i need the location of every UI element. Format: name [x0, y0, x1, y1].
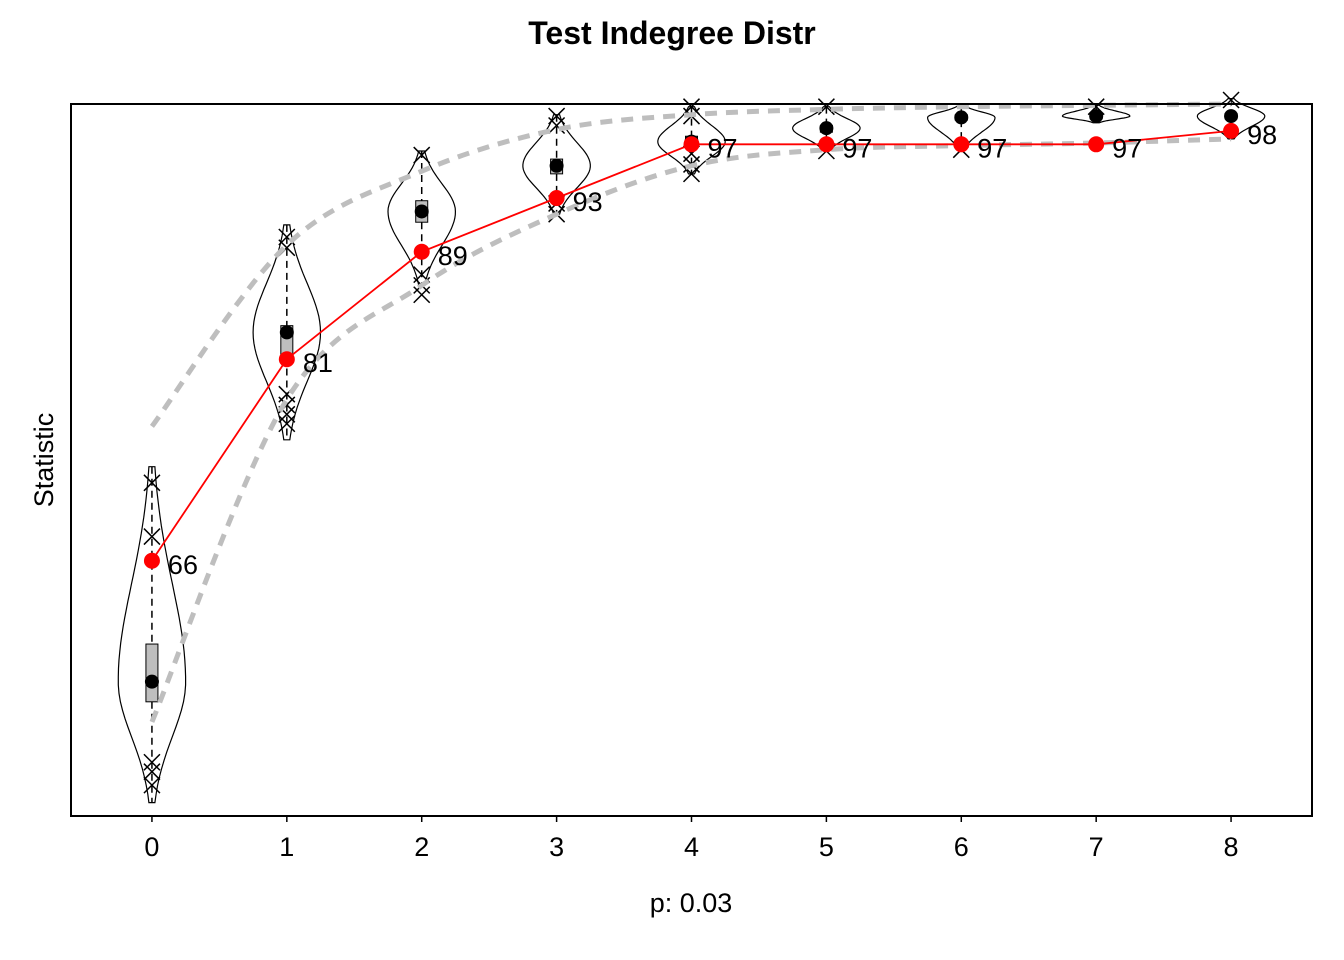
violin-5: [792, 106, 861, 152]
observed-point-4: [683, 136, 700, 153]
median-point-1: [279, 325, 294, 340]
x-tick-label-1: 1: [279, 832, 294, 862]
outlier-2-0: [413, 286, 431, 304]
data-label-6: 97: [977, 133, 1007, 163]
violin-8: [1196, 97, 1266, 140]
x-tick-label-7: 7: [1089, 832, 1104, 862]
plot-area: 66 81 89 93 97 97 97 97 98: [117, 91, 1277, 804]
median-point-3: [549, 158, 564, 173]
outlier-stroke: [682, 165, 701, 183]
x-tick-label-8: 8: [1224, 832, 1239, 862]
outlier-stroke: [278, 228, 296, 246]
outlier-stroke: [143, 474, 161, 492]
data-label-1: 81: [303, 348, 333, 378]
observed-point-1: [278, 351, 295, 368]
outlier-8-0: [1222, 91, 1240, 109]
outlier-stroke: [278, 405, 296, 423]
outlier-2-3: [413, 146, 431, 164]
violin-1: [252, 224, 322, 441]
outlier-4-4: [682, 98, 701, 116]
outlier-stroke: [413, 146, 431, 164]
outlier-stroke: [143, 763, 161, 781]
outlier-stroke: [548, 107, 566, 125]
upper-band-line: [149, 101, 1232, 428]
x-tick-label-4: 4: [684, 832, 699, 862]
outlier-stroke: [548, 116, 566, 135]
observed-point-5: [818, 136, 835, 153]
chart-title: Test Indegree Distr: [528, 15, 815, 51]
observed-point-0: [143, 552, 160, 569]
data-label-2: 89: [438, 241, 468, 271]
x-tick-label-2: 2: [414, 832, 429, 862]
violin-4: [657, 106, 726, 175]
outlier-stroke: [143, 753, 161, 771]
outlier-stroke: [278, 415, 296, 433]
median-point-6: [954, 110, 969, 125]
outlier-1-0: [278, 415, 296, 433]
x-axis-label: p: 0.03: [650, 888, 733, 918]
outlier-stroke: [143, 528, 161, 546]
median-point-5: [819, 121, 834, 136]
violin-3: [522, 114, 591, 215]
outlier-3-3: [548, 107, 566, 125]
data-label-3: 93: [573, 187, 603, 217]
median-point-2: [414, 204, 429, 219]
x-tick-label-3: 3: [549, 832, 564, 862]
data-label-8: 98: [1247, 120, 1277, 150]
outlier-stroke: [1222, 91, 1240, 109]
median-point-0: [144, 674, 159, 689]
median-point-7: [1089, 109, 1104, 124]
x-axis: 0 1 2 3 4 5 6 7 8: [144, 815, 1239, 862]
outlier-0-3: [143, 528, 161, 546]
outlier-0-4: [143, 474, 161, 492]
observed-point-8: [1223, 122, 1240, 139]
violin-0: [117, 466, 187, 804]
outlier-stroke: [143, 776, 161, 794]
observed-point-7: [1088, 136, 1105, 153]
outlier-0-2: [143, 753, 161, 771]
observed-point-2: [413, 243, 430, 260]
median-point-8: [1224, 109, 1239, 124]
lower-band-line: [149, 136, 1232, 723]
observed-point-6: [953, 136, 970, 153]
data-label-0: 66: [168, 550, 198, 580]
outlier-stroke: [413, 286, 431, 304]
data-label-5: 97: [842, 133, 872, 163]
outlier-stroke: [413, 266, 431, 284]
box-0: [145, 643, 159, 703]
data-label-4: 97: [708, 133, 738, 163]
x-tick-label-6: 6: [954, 832, 969, 862]
outlier-0-1: [143, 763, 161, 781]
observed-point-3: [548, 190, 565, 207]
data-label-7: 97: [1112, 133, 1142, 163]
x-tick-label-5: 5: [819, 832, 834, 862]
outlier-0-0: [143, 776, 161, 794]
observed-line: [151, 130, 1232, 562]
outlier-stroke: [682, 98, 701, 116]
x-tick-label-0: 0: [144, 832, 159, 862]
y-axis-label: Statistic: [29, 413, 59, 508]
